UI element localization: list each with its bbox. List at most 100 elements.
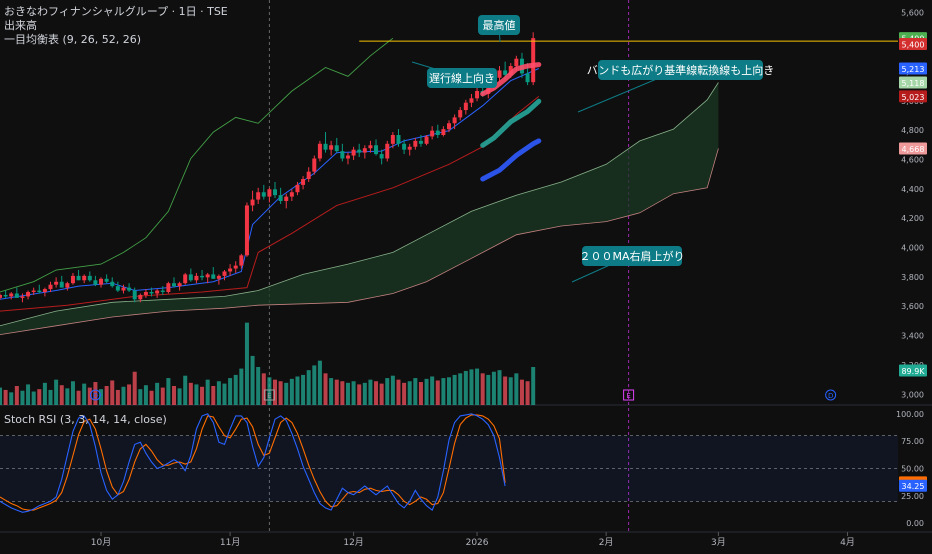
candle-body — [222, 271, 227, 276]
callout-high: 最高値 — [478, 15, 520, 43]
volume-bar — [491, 371, 496, 405]
volume-bar — [295, 376, 300, 405]
candle-body — [385, 143, 390, 159]
band-label: バンドも広がり基準線転換線も上向き — [587, 63, 775, 77]
volume-bar — [3, 389, 8, 405]
candle-body — [345, 155, 350, 159]
time-label: 3月 — [711, 537, 726, 548]
volume-bar — [441, 378, 446, 405]
price-badge — [899, 38, 927, 51]
volume-bar — [345, 382, 350, 405]
dividend-marker — [89, 389, 101, 401]
earnings-marker — [263, 389, 275, 401]
volume-bar — [177, 388, 182, 405]
callout-box — [427, 68, 497, 88]
candle-body — [42, 289, 47, 293]
candle-body — [514, 58, 519, 67]
volume-bar — [340, 381, 345, 405]
volume-bar — [216, 381, 221, 405]
price-badge — [899, 364, 927, 377]
volume-bar — [480, 373, 485, 405]
candle-body — [418, 140, 423, 144]
volume-bar — [194, 384, 199, 405]
volume-legend: 出来高 — [4, 19, 37, 32]
volume-bar — [385, 378, 390, 405]
candle-body — [48, 284, 53, 290]
volume-bar — [256, 367, 261, 405]
chart-title: おきなわフィナンシャルグループ · 1日 · TSE — [4, 5, 228, 18]
stoch-tick-label: 25.00 — [901, 492, 924, 501]
candle-body — [497, 70, 502, 78]
volume-bar — [233, 374, 238, 405]
volume-bar — [110, 380, 115, 405]
callout-band: バンドも広がり基準線転換線も上向き — [577, 60, 775, 113]
price-tick-label: 4,400 — [901, 185, 924, 194]
volume-bar — [497, 370, 502, 405]
volume-bar — [42, 382, 47, 405]
volume-bar — [435, 380, 440, 405]
candle-body — [183, 274, 188, 284]
time-label: 10月 — [91, 537, 111, 548]
candle-body — [301, 179, 306, 185]
candle-body — [289, 192, 294, 197]
stoch-d-line — [0, 414, 506, 511]
volume-bar — [200, 386, 205, 405]
candle-body — [143, 292, 148, 295]
candle-body — [233, 265, 238, 269]
price-tick-label: 4,200 — [901, 214, 924, 223]
stoch-badge-label: 34.25 — [902, 482, 925, 491]
volume-bar — [250, 355, 255, 405]
candle-body — [424, 136, 429, 144]
price-badge — [899, 76, 927, 89]
candle-body — [205, 274, 210, 278]
candle-body — [452, 117, 457, 124]
time-label: 11月 — [220, 537, 240, 548]
volume-bar — [26, 384, 31, 405]
dividend-marker — [825, 389, 837, 401]
volume-bar — [121, 386, 126, 405]
candle-body — [138, 294, 143, 300]
price-badge-label: 89.9K — [901, 367, 925, 376]
candle-body — [435, 130, 440, 135]
volume-bar — [323, 373, 328, 405]
price-badge — [899, 142, 927, 155]
candle-body — [70, 275, 75, 284]
stoch-tick-label: 75.00 — [901, 437, 924, 446]
volume-bar — [329, 378, 334, 405]
candle-body — [9, 293, 14, 297]
volume-bar — [447, 377, 451, 405]
volume-bar — [357, 384, 362, 405]
candle-body — [31, 290, 36, 293]
candle-body — [20, 296, 25, 298]
candle-body — [14, 293, 19, 298]
callout-lagging: 遅行線上向き — [411, 61, 497, 88]
event-marker-letter: D — [828, 392, 833, 400]
volume-bar — [171, 386, 176, 405]
volume-bar — [312, 365, 317, 405]
volume-bar — [222, 383, 227, 405]
price-badge-label: 5,118 — [902, 79, 925, 88]
candle-body — [508, 66, 513, 75]
callout-box — [598, 60, 763, 80]
volume-bar — [239, 368, 244, 405]
candle-body — [166, 283, 171, 293]
candle-body — [525, 73, 530, 83]
volume-bar — [351, 381, 356, 405]
candle-body — [59, 281, 64, 288]
candle-body — [447, 123, 451, 130]
volume-bar — [525, 381, 530, 405]
candle-body — [160, 290, 165, 293]
stoch-tick-label: 50.00 — [901, 465, 924, 474]
event-marker-letter: E — [626, 392, 630, 400]
volume-bar — [149, 390, 154, 405]
candle-body — [379, 154, 384, 159]
candle-body — [244, 205, 249, 256]
volume-bar — [531, 367, 536, 405]
volume-bar — [284, 382, 289, 405]
candle-body — [54, 281, 59, 285]
candle-body — [396, 135, 401, 144]
price-tick-label: 4,000 — [901, 244, 924, 253]
candle-body — [407, 146, 412, 150]
